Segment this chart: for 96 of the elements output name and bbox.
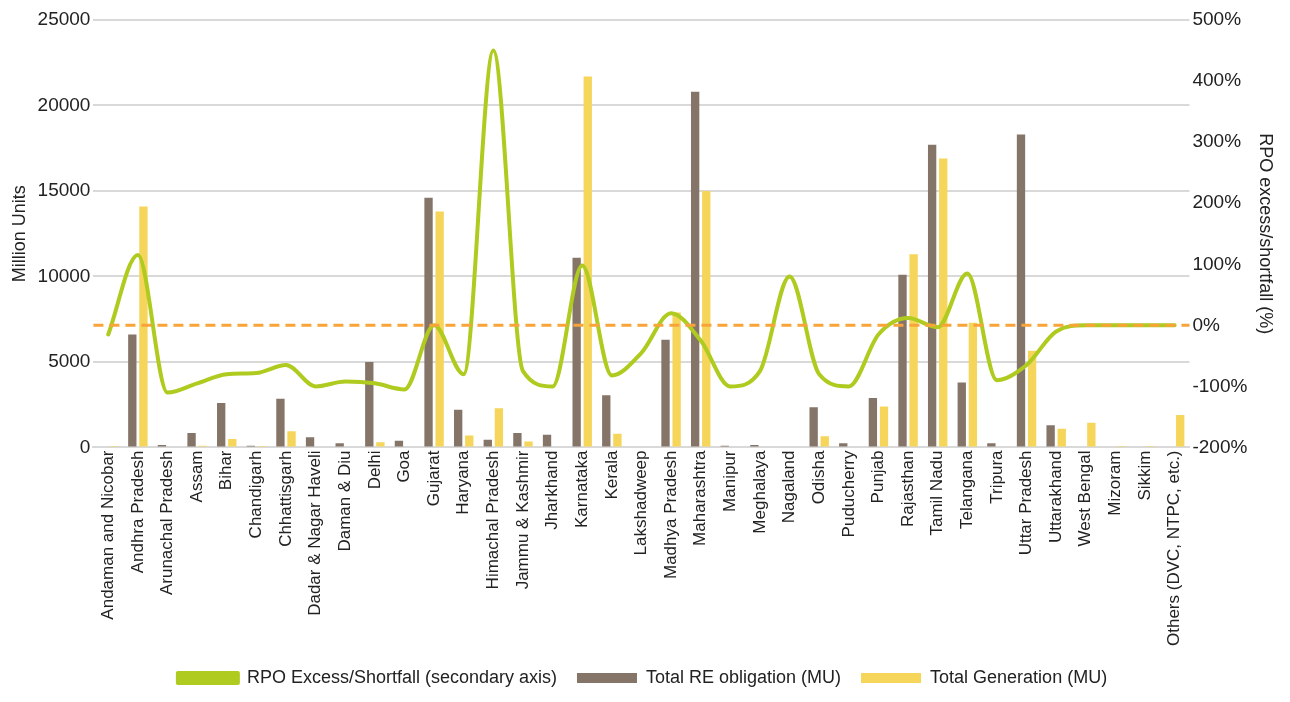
x-tick-label: Tripura — [986, 449, 1006, 504]
x-tick-label: Arunachal Pradesh — [157, 450, 177, 596]
bar — [139, 206, 148, 447]
bar — [602, 395, 611, 447]
x-tick-label: Odisha — [808, 449, 828, 505]
bar — [868, 397, 878, 447]
x-tick-label: Jammu & Kashmir — [512, 450, 532, 590]
y-tick-label: 20000 — [37, 93, 91, 115]
bar — [909, 254, 918, 447]
bar — [494, 408, 504, 447]
x-tick-label: Bihar — [216, 450, 236, 491]
bar — [968, 322, 978, 447]
bar — [435, 211, 444, 447]
bar — [1087, 422, 1096, 447]
x-tick-label: Assam — [186, 450, 206, 503]
bar — [217, 403, 226, 447]
bar — [424, 197, 433, 447]
x-tick-label: Gujarat — [423, 450, 443, 507]
x-tick-label: Tamil Nadu — [927, 450, 947, 536]
bar — [276, 398, 285, 447]
bar — [513, 432, 522, 447]
x-tick-label: Daman & Diu — [334, 450, 354, 552]
bar — [809, 407, 818, 447]
bar — [820, 436, 829, 447]
x-tick-label: Nagaland — [779, 450, 799, 524]
legend-label: Total RE obligation (MU) — [645, 666, 842, 687]
x-tick-label: Goa — [394, 449, 414, 483]
y-tick-label: 5000 — [48, 350, 91, 372]
bar — [702, 190, 711, 447]
bar — [661, 339, 670, 447]
bar — [365, 361, 374, 447]
x-tick-label: Andhra Pradesh — [127, 450, 147, 574]
legend-label: Total Generation (MU) — [930, 666, 1108, 687]
bar — [1057, 428, 1066, 447]
bar — [898, 274, 907, 447]
bar — [613, 433, 622, 447]
bar — [524, 441, 533, 447]
y2-tick-label: -100% — [1192, 374, 1248, 396]
x-tick-label: Telangana — [956, 449, 976, 529]
y2-tick-label: 500% — [1192, 8, 1242, 30]
x-tick-label: Himachal Pradesh — [483, 450, 503, 590]
x-tick-label: Meghalaya — [749, 449, 769, 534]
bar — [927, 144, 937, 447]
y-axis-title: Million Units — [8, 185, 29, 283]
bar — [187, 432, 196, 447]
x-tick-label: Chandigarh — [246, 450, 266, 539]
y-tick-label: 25000 — [37, 8, 91, 30]
x-tick-label: Uttar Pradesh — [1016, 450, 1036, 556]
x-tick-label: Uttarakhand — [1045, 450, 1065, 544]
bar — [690, 91, 700, 447]
y-tick-label: 0 — [79, 435, 91, 457]
x-tick-label: Others (DVC, NTPC, etc.) — [1164, 450, 1184, 647]
x-tick-label: Punjab — [868, 450, 888, 504]
x-tick-label: Andaman and Nicobar — [97, 450, 117, 620]
y2-tick-label: 0% — [1192, 313, 1221, 335]
bar — [305, 437, 315, 447]
y2-tick-label: 200% — [1192, 191, 1242, 213]
bar — [1176, 414, 1185, 447]
x-tick-label: Mizoram — [1105, 450, 1125, 516]
x-tick-label: Haryana — [453, 449, 473, 515]
y-tick-label: 10000 — [37, 264, 91, 286]
bar — [957, 382, 966, 447]
bar — [454, 409, 463, 447]
y-tick-label: 15000 — [37, 179, 91, 201]
bar — [672, 312, 681, 447]
y2-tick-label: -200% — [1192, 435, 1248, 457]
line-series — [106, 48, 1177, 395]
bar — [287, 431, 296, 447]
x-tick-label: Maharashtra — [690, 449, 710, 546]
x-tick-label: Madhya Pradesh — [660, 450, 680, 580]
bar — [939, 158, 948, 447]
x-tick-label: Rajasthan — [897, 450, 917, 528]
y2-tick-label: 100% — [1192, 252, 1242, 274]
bar — [572, 257, 581, 447]
legend-label: RPO Excess/Shortfall (secondary axis) — [246, 666, 557, 687]
bar — [1046, 425, 1055, 447]
bar — [879, 406, 889, 447]
bar — [987, 443, 996, 447]
bar — [128, 334, 137, 447]
x-tick-label: West Bengal — [1075, 450, 1095, 547]
x-tick-label: Karnataka — [571, 449, 591, 528]
bar — [1016, 134, 1026, 447]
bar — [583, 76, 592, 447]
x-tick-label: Sikkim — [1134, 450, 1154, 501]
y2-tick-label: 300% — [1192, 130, 1242, 152]
x-tick-label: Chhattisgarh — [275, 450, 295, 547]
x-tick-label: Jharkhand — [542, 450, 562, 530]
x-tick-label: Manipur — [720, 450, 740, 512]
x-tick-label: Dadar & Nagar Haveli — [305, 450, 325, 616]
bar — [376, 442, 385, 447]
x-tick-label: Kerala — [601, 449, 621, 500]
x-tick-label: Lakshadweep — [631, 450, 651, 556]
x-tick-label: Delhi — [364, 450, 384, 490]
y2-axis-title: RPO excess/shortfall (%) — [1256, 133, 1277, 335]
y2-tick-label: 400% — [1192, 69, 1242, 91]
x-tick-label: Puducherry — [838, 449, 858, 538]
